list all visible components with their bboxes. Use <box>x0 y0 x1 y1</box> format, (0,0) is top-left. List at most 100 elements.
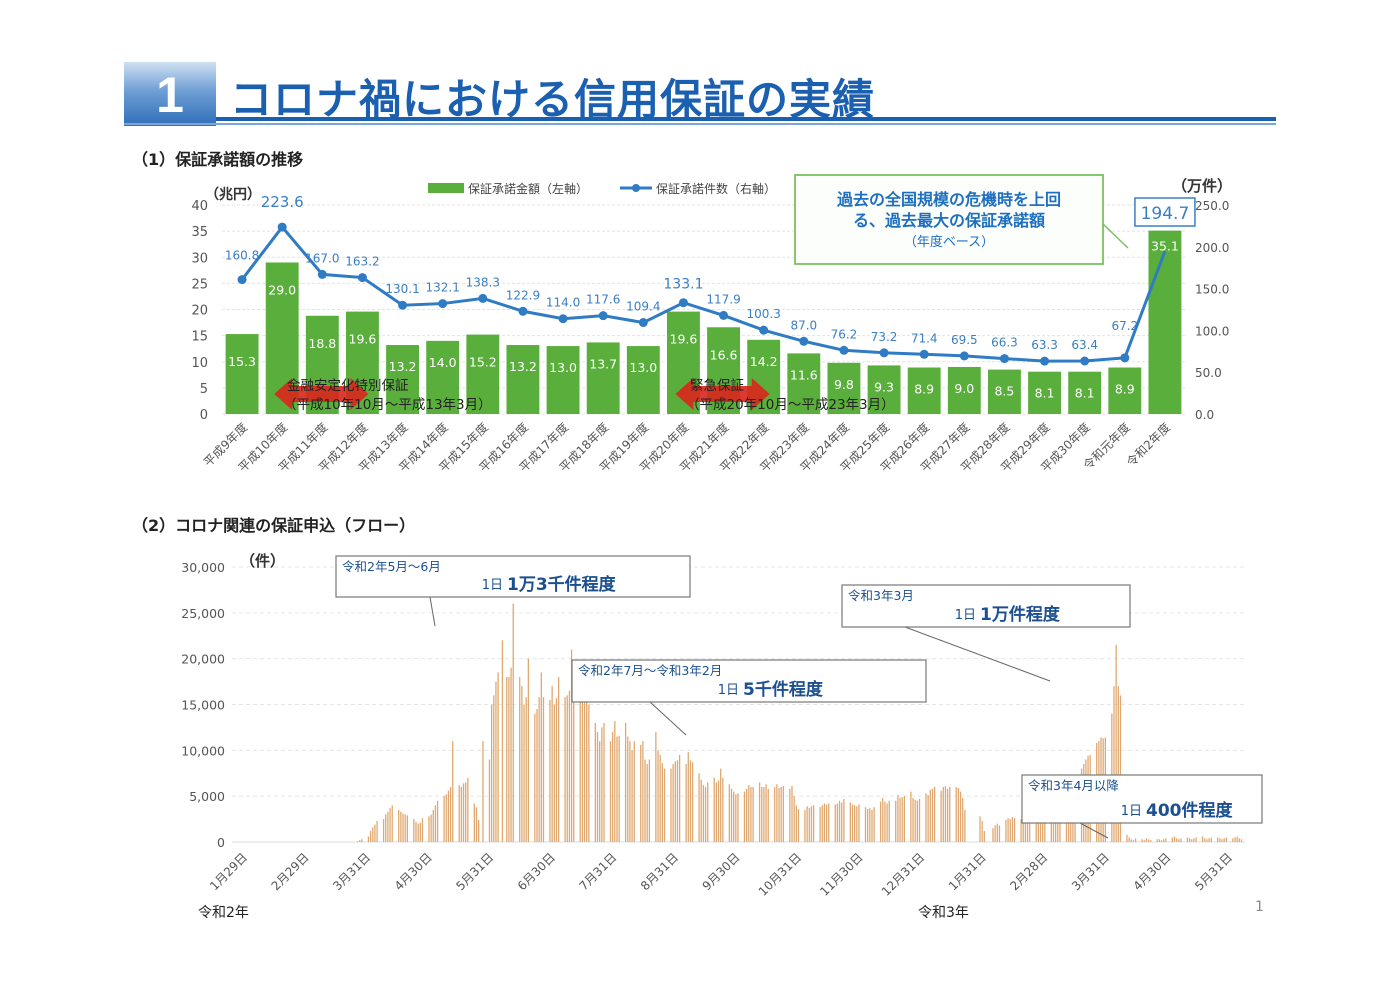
period-arrow <box>274 378 369 410</box>
bar-value-label: 14.0 <box>429 355 457 370</box>
daily-bar <box>374 824 376 842</box>
y-left-tick-label: 20 <box>191 304 208 319</box>
daily-bar <box>1217 837 1219 842</box>
daily-bar <box>778 787 780 842</box>
annotation-box <box>571 659 927 703</box>
daily-bar <box>981 820 983 842</box>
daily-bar <box>467 777 469 842</box>
period-name: 緊急保証 <box>690 378 744 394</box>
line-point <box>1040 356 1050 366</box>
section2-heading: （2）コロナ関連の保証申込（フロー） <box>132 516 416 535</box>
y-left-tick-label: 5 <box>200 382 208 397</box>
daily-bar <box>432 809 434 842</box>
daily-bar <box>996 823 998 842</box>
y-tick-label: 0 <box>217 835 225 850</box>
daily-bar <box>843 798 845 842</box>
daily-bar <box>655 732 657 842</box>
daily-bar <box>810 806 813 842</box>
daily-bar <box>557 677 560 842</box>
daily-bar <box>430 814 432 842</box>
period-range: （平成20年10月～平成23年3月） <box>686 397 895 413</box>
daily-bar <box>1117 686 1119 842</box>
bar-value-label: 8.5 <box>994 384 1014 399</box>
daily-bar <box>994 825 996 842</box>
daily-bar <box>382 819 385 842</box>
daily-bar <box>823 803 826 842</box>
daily-bar <box>519 677 521 842</box>
callout-line: （年度ベース） <box>904 234 994 250</box>
line-point <box>959 351 969 361</box>
title-underline <box>216 117 1276 121</box>
section-number-badge <box>124 62 216 126</box>
bar-value-label: 35.1 <box>1151 239 1179 254</box>
daily-bar <box>998 825 1001 842</box>
line-point <box>799 336 809 346</box>
daily-bar <box>415 821 417 842</box>
daily-bar <box>657 750 659 842</box>
daily-bar <box>596 732 599 842</box>
bar <box>506 345 540 414</box>
daily-bar <box>506 677 508 842</box>
daily-bar <box>1130 839 1132 842</box>
daily-bar <box>583 697 586 842</box>
daily-bar <box>685 764 687 842</box>
x-tick-label: 8月31日 <box>638 850 681 893</box>
line-value-label: 87.0 <box>790 318 817 332</box>
line-point <box>317 269 327 279</box>
daily-bar <box>1186 837 1189 842</box>
daily-bar <box>713 777 715 842</box>
daily-bar <box>1188 838 1191 842</box>
daily-bar <box>646 764 648 842</box>
line-point <box>478 293 488 303</box>
daily-bar <box>1029 820 1031 842</box>
daily-bar <box>879 801 882 842</box>
daily-bar <box>780 787 782 842</box>
bar-value-label: 8.9 <box>1115 381 1135 396</box>
daily-bar <box>1178 839 1180 842</box>
daily-bar <box>748 785 750 842</box>
daily-bar <box>1225 837 1228 842</box>
daily-bar <box>510 667 512 842</box>
daily-bar <box>717 780 720 842</box>
annotation-leader <box>429 596 436 627</box>
daily-bar <box>1150 840 1152 842</box>
daily-bar <box>841 802 843 842</box>
callout-line: 過去の全国規模の危機時を上回 <box>836 190 1061 209</box>
line-value-label: 138.3 <box>466 275 500 289</box>
y-right-tick-label: 200.0 <box>1195 241 1229 255</box>
daily-bar <box>1156 839 1158 842</box>
x-tick-label: 1月29日 <box>207 850 250 893</box>
daily-bar <box>745 788 748 842</box>
y-left-tick-label: 30 <box>191 251 208 266</box>
daily-bar <box>475 807 478 842</box>
daily-bar <box>828 803 830 842</box>
daily-bar <box>689 760 692 842</box>
period-arrow <box>675 378 770 410</box>
daily-bar <box>1022 816 1024 842</box>
annotation-text: 1万3千件程度 <box>507 574 617 595</box>
x-tick-label: 2月28日 <box>1007 850 1050 893</box>
daily-bar <box>549 699 551 842</box>
daily-bar <box>599 741 601 842</box>
y-tick-label: 30,000 <box>181 560 225 575</box>
x-tick-label: 12月31日 <box>879 850 927 898</box>
daily-bar <box>983 831 985 842</box>
daily-bar <box>687 752 689 842</box>
y-left-tick-label: 10 <box>191 356 208 371</box>
daily-bar <box>1132 840 1135 842</box>
daily-bar <box>774 787 776 842</box>
daily-bar <box>523 704 525 842</box>
legend-bar-label: 保証承諾金額（左軸） <box>468 181 588 196</box>
daily-bar <box>402 813 404 842</box>
callout-leader <box>1102 223 1129 249</box>
line-point <box>237 275 247 285</box>
daily-bar <box>955 787 957 842</box>
y-left-tick-label: 25 <box>191 277 208 292</box>
daily-bar <box>398 809 400 842</box>
bar <box>586 342 620 414</box>
daily-bar <box>372 827 374 842</box>
line-value-label: 76.2 <box>831 327 858 341</box>
daily-bar <box>1024 820 1027 842</box>
x-tick-label: 7月31日 <box>576 850 619 893</box>
x-tick-label: 6月30日 <box>515 850 558 893</box>
